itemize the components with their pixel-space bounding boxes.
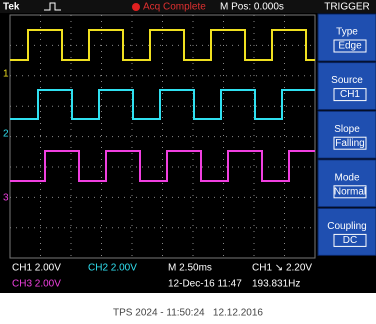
ch2-scale: CH2 2.00V	[88, 263, 137, 274]
menu-label: Mode	[334, 172, 359, 183]
menu-label: Slope	[334, 124, 360, 135]
ch3-scale: CH3 2.00V	[12, 279, 61, 290]
menu-value: DC	[343, 235, 357, 246]
status-dot	[132, 3, 140, 11]
side-menu: Type Edge Source CH1 Slope Falling Mode Normal C…	[318, 14, 376, 255]
menu-value: Edge	[338, 41, 362, 52]
trigger-level: CH1 ↘ 2.20V	[252, 263, 312, 274]
m-pos: M Pos: 0.000s	[220, 2, 284, 13]
menu-label: Source	[331, 75, 363, 86]
ch1-scale: CH1 2.00V	[12, 263, 61, 274]
menu-label: Type	[336, 27, 358, 38]
brand: Tek	[3, 2, 20, 13]
scope-screenshot: Tek Acq Complete M Pos: 0.000s TRIGGER T…	[0, 0, 376, 324]
frequency: 193.831Hz	[252, 279, 300, 290]
menu-value: Normal	[334, 186, 366, 197]
caption: TPS 2024 - 11:50:24 12.12.2016	[113, 308, 263, 319]
menu-title: TRIGGER	[324, 2, 370, 13]
datetime: 12-Dec-16 11:47	[168, 279, 242, 290]
acq-status: Acq Complete	[143, 2, 206, 13]
page: Tek Acq Complete M Pos: 0.000s TRIGGER T…	[0, 0, 376, 324]
menu-label: Coupling	[327, 221, 366, 232]
ch1-marker: 1	[3, 69, 9, 80]
ch3-marker: 3	[3, 193, 9, 204]
menu-value: Falling	[335, 138, 364, 149]
menu-value: CH1	[340, 89, 360, 100]
timebase: M 2.50ms	[168, 263, 212, 274]
ch2-marker: 2	[3, 129, 9, 140]
